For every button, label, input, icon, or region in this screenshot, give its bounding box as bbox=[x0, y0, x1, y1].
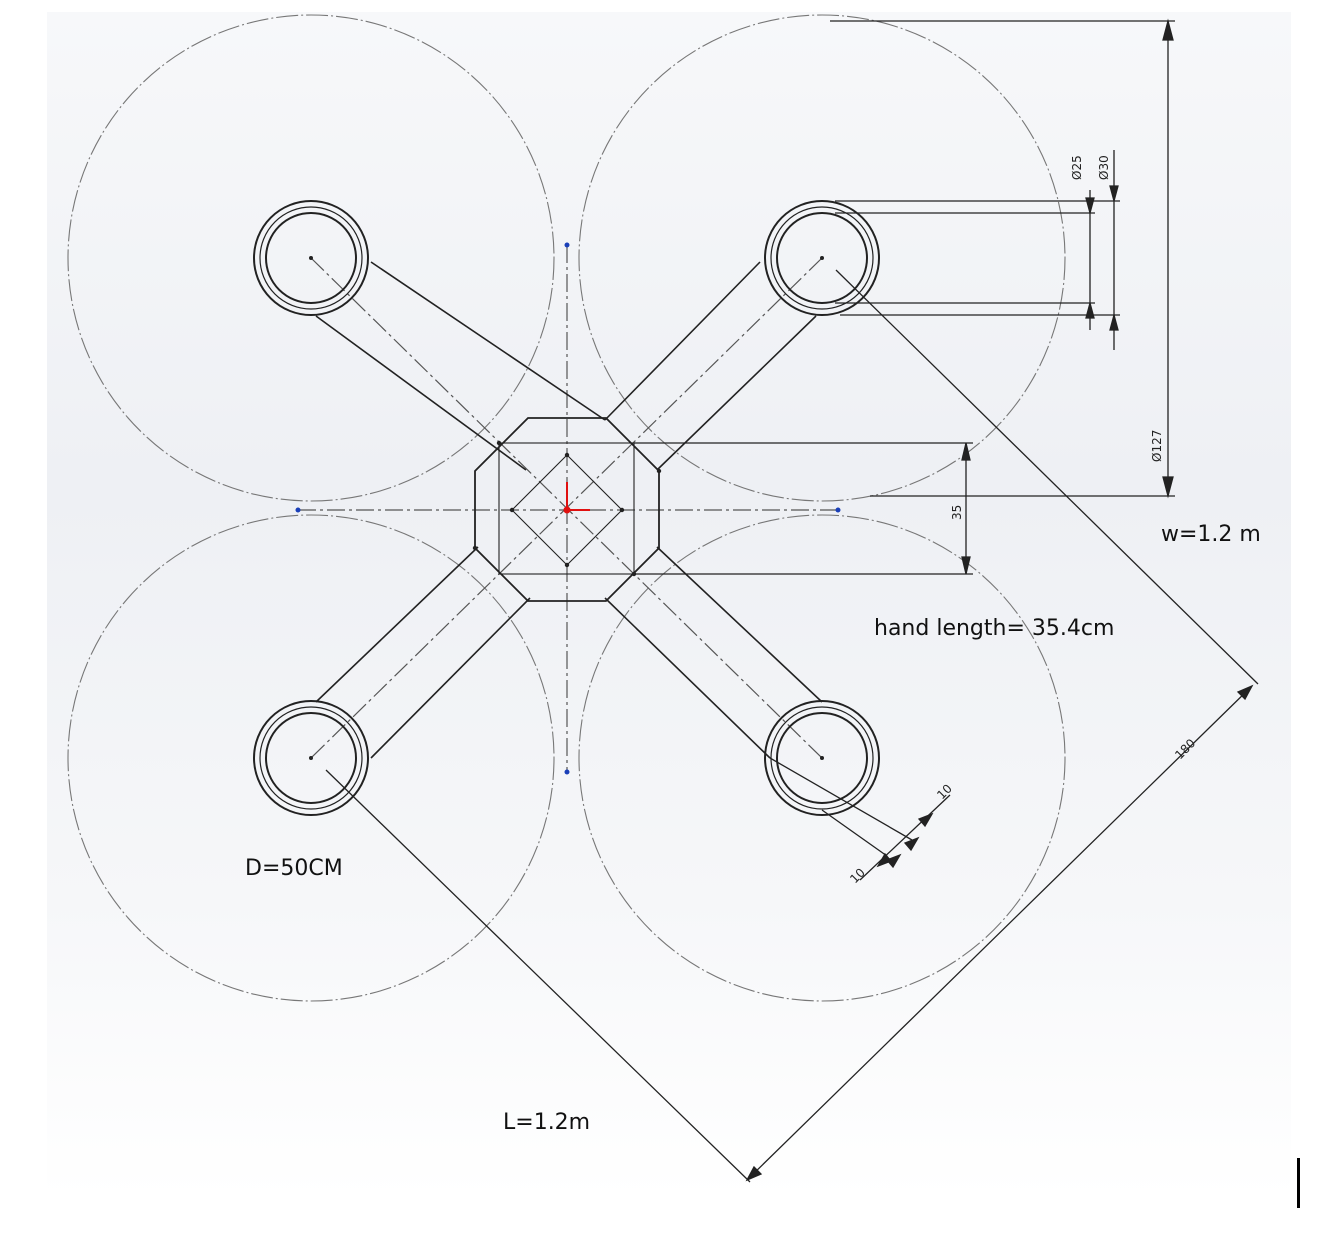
propeller-circle-bottom-right bbox=[578, 514, 1066, 1002]
motor-mount-top-right bbox=[764, 200, 880, 316]
dimension-arm-width bbox=[769, 757, 951, 881]
sketch-points bbox=[295, 242, 841, 775]
arms bbox=[315, 261, 823, 759]
arm-edge bbox=[370, 597, 531, 759]
sketch-point[interactable] bbox=[564, 769, 570, 775]
arm-edge bbox=[315, 546, 479, 703]
dimension-motor-ring bbox=[835, 150, 1120, 350]
dimension-text-10-b[interactable]: 10 bbox=[847, 865, 868, 886]
propeller-circle-top-left bbox=[67, 14, 555, 502]
dimension-text-30[interactable]: Ø30 bbox=[1097, 155, 1111, 180]
body-inner-rect bbox=[498, 442, 635, 575]
drawing-canvas[interactable] bbox=[47, 12, 1291, 1198]
origin-marker bbox=[563, 482, 590, 514]
hand-length-label: hand length= 35.4cm bbox=[874, 616, 1115, 641]
arm-edge bbox=[315, 315, 527, 471]
sketch-point[interactable] bbox=[835, 507, 841, 513]
arm-edge bbox=[604, 261, 761, 421]
dimension-text-127[interactable]: Ø127 bbox=[1150, 430, 1164, 462]
propeller-diameter-label: D=50CM bbox=[245, 856, 343, 881]
body-octagon bbox=[474, 417, 660, 602]
sketch-point[interactable] bbox=[295, 507, 301, 513]
dimension-text-25[interactable]: Ø25 bbox=[1070, 155, 1084, 180]
sketch-point[interactable] bbox=[564, 242, 570, 248]
width-label: w=1.2 m bbox=[1161, 522, 1261, 547]
vertex-points bbox=[309, 256, 824, 760]
arm-edge bbox=[370, 261, 606, 421]
dimension-text-35[interactable]: 35 bbox=[950, 505, 964, 520]
length-label: L=1.2m bbox=[503, 1110, 591, 1135]
dimension-180 bbox=[325, 269, 1259, 1183]
motor-mount-top-left bbox=[253, 200, 369, 316]
dimension-35 bbox=[634, 442, 973, 575]
propeller-circle-bottom-left bbox=[67, 514, 555, 1002]
motor-mount-bottom-left bbox=[253, 700, 369, 816]
propeller-circles bbox=[67, 14, 1066, 1002]
motor-mounts bbox=[253, 200, 880, 816]
dimension-127 bbox=[830, 18, 1175, 499]
arm-edge bbox=[656, 315, 817, 471]
propeller-circle-top-right bbox=[578, 14, 1066, 502]
text-cursor bbox=[1297, 1158, 1300, 1208]
dimension-text-10-a[interactable]: 10 bbox=[934, 781, 955, 802]
dimension-text-180[interactable]: 180 bbox=[1172, 736, 1198, 762]
arm-edge bbox=[656, 546, 823, 703]
arm-edge bbox=[604, 597, 771, 759]
